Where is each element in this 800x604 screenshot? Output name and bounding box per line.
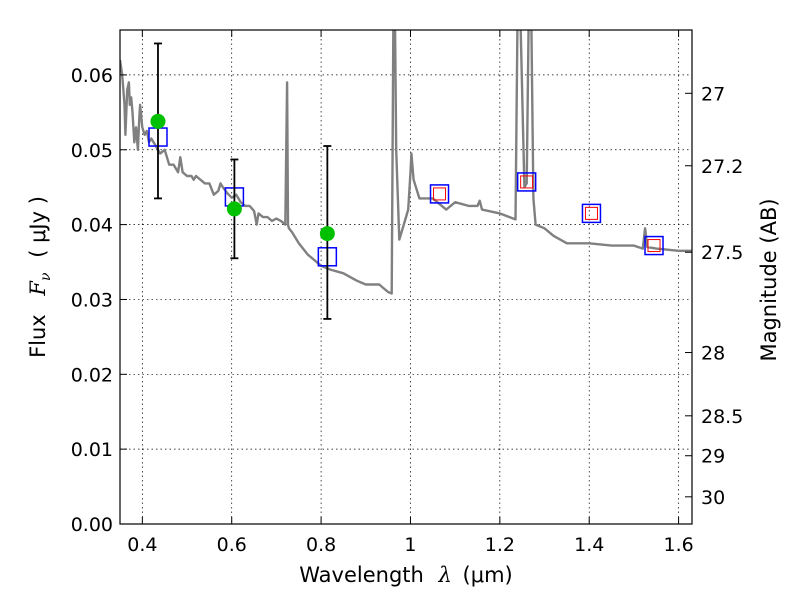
filter-point-square — [644, 235, 664, 256]
y-tick-label: 0.01 — [71, 439, 113, 461]
mag-tick-label: 28 — [701, 343, 725, 365]
observed-flux-point — [150, 113, 166, 129]
mag-tick-label: 28.5 — [701, 406, 743, 428]
x-tick-label: 1.2 — [485, 534, 515, 556]
x-tick-label: 0.8 — [306, 534, 336, 556]
plot-frame — [119, 29, 693, 525]
y-tick-label: 0.00 — [71, 514, 113, 536]
mag-tick-label: 27.2 — [701, 156, 743, 178]
y-tick-label: 0.03 — [71, 289, 113, 311]
plot-background — [120, 30, 692, 524]
model-photometry-square — [433, 187, 447, 201]
x-tick-label: 0.6 — [217, 534, 247, 556]
spectrum-line — [120, 30, 692, 295]
mag-tick-label: 29 — [701, 446, 725, 468]
observed-flux-point — [226, 201, 242, 217]
x-tick-label: 1 — [404, 534, 416, 556]
filter-point-square — [516, 172, 537, 192]
x-tick-label: 1.6 — [663, 534, 693, 556]
model-photometry-square — [520, 175, 534, 189]
mag-tick-label: 27 — [701, 83, 725, 105]
y-tick-label: 0.05 — [71, 140, 113, 162]
right-axis-label: Magnitude (AB) — [757, 198, 781, 361]
y-tick-label: 0.06 — [71, 65, 113, 87]
x-tick-label: 0.4 — [127, 534, 157, 556]
y-tick-label: 0.04 — [71, 215, 113, 237]
y-axis-label-subscript: ν — [38, 272, 54, 281]
mag-tick-label: 27.5 — [701, 242, 743, 264]
y-tick-label: 0.02 — [71, 364, 113, 386]
model-photometry-square — [647, 239, 661, 253]
y-axis-label-symbol: F — [26, 280, 50, 297]
ticks: 0.4 0.6 0.8 1 1.2 1.4 1.6 0.00 0.01 0.02 0.03 0.04 0… — [71, 30, 743, 556]
filter-point-square — [581, 203, 602, 224]
x-axis-label-symbol: λ — [438, 563, 452, 587]
data-layer — [120, 30, 692, 320]
x-axis-label: Wavelength λ (μm) — [299, 563, 512, 587]
y-axis-label: Flux Fν ( μJy ) — [26, 196, 55, 358]
x-axis-label-unit: (μm) — [463, 563, 513, 587]
y-axis-label-unit: ( μJy ) — [26, 196, 50, 258]
filter-point-square — [429, 184, 450, 204]
model-photometry-square — [584, 206, 598, 220]
x-tick-label: 1.4 — [574, 534, 604, 556]
x-axis-label-prefix: Wavelength — [299, 563, 424, 587]
mag-tick-label: 30 — [701, 487, 725, 509]
observed-flux-point — [319, 226, 335, 242]
y-axis-label-prefix: Flux — [26, 314, 50, 358]
